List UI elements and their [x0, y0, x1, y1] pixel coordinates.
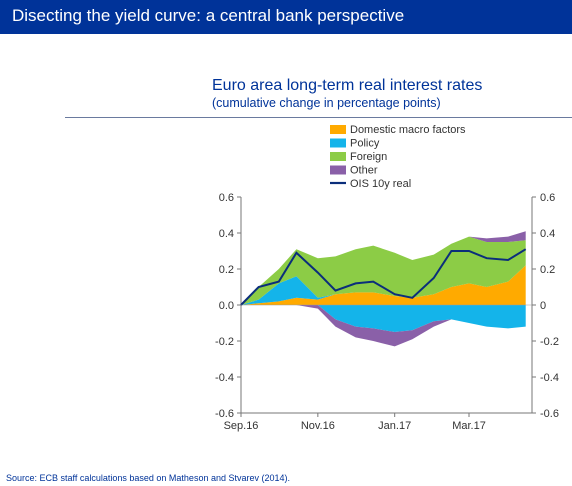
y-tick-label-right: 0.2	[540, 264, 555, 276]
x-tick-label: Nov.16	[301, 420, 335, 432]
ois-line	[240, 248, 527, 306]
title-divider	[65, 117, 572, 118]
legend-swatch	[330, 138, 346, 148]
y-tick-label-left: 0.0	[219, 300, 234, 312]
legend-label: Policy	[350, 138, 380, 150]
header-bar: Disecting the yield curve: a central ban…	[0, 0, 572, 34]
chart-title: Euro area long-term real interest rates	[212, 77, 483, 94]
y-tick-label-right: -0.4	[540, 372, 559, 384]
y-tick-label-left: 0.6	[219, 192, 234, 204]
policy-area-negative	[241, 305, 526, 332]
y-tick-label-right: 0.4	[540, 228, 555, 240]
legend-label: Domestic macro factors	[350, 124, 466, 136]
y-tick-label-left: 0.4	[219, 228, 234, 240]
legend-label: Foreign	[350, 151, 387, 163]
y-tick-label-left: -0.4	[215, 372, 234, 384]
y-tick-label-right: -0.2	[540, 336, 559, 348]
x-tick-label: Jan.17	[378, 420, 411, 432]
legend-swatch	[330, 125, 346, 134]
foreign-area-positive	[241, 236, 526, 305]
domestic-area-positive	[241, 265, 526, 305]
legend-label: Other	[350, 165, 378, 177]
y-tick-label-left: 0.2	[219, 264, 234, 276]
y-tick-label-right: 0	[540, 300, 546, 312]
legend-swatch	[330, 152, 346, 161]
y-tick-label-right: 0.6	[540, 192, 555, 204]
y-tick-label-left: -0.6	[215, 408, 234, 420]
y-tick-label-left: -0.2	[215, 336, 234, 348]
policy-area-positive	[241, 265, 526, 305]
y-tick-label-right: -0.6	[540, 408, 559, 420]
other-area-positive	[241, 231, 526, 305]
other-area-negative	[241, 305, 526, 347]
legend-swatch	[330, 165, 346, 175]
x-tick-label: Mar.17	[452, 420, 486, 432]
source-note: Source: ECB staff calculations based on …	[6, 473, 290, 483]
legend-label: OIS 10y real	[350, 178, 411, 190]
x-tick-label: Sep.16	[224, 420, 259, 432]
page-title: Disecting the yield curve: a central ban…	[12, 6, 405, 25]
chart-subtitle: (cumulative change in percentage points)	[212, 96, 441, 110]
